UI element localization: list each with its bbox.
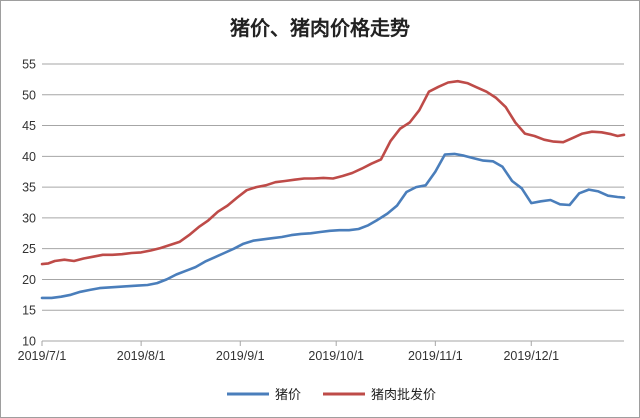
- y-tick-label: 10: [22, 335, 36, 349]
- legend: 猪价 猪肉批发价: [227, 387, 436, 403]
- legend-label-2: 猪肉批发价: [371, 387, 436, 403]
- y-tick-label: 20: [22, 273, 36, 287]
- series-layer: [40, 79, 626, 300]
- y-tick-label: 35: [22, 181, 36, 195]
- x-tick-label: 2019/12/1: [503, 349, 559, 363]
- y-tick-label: 40: [22, 150, 36, 164]
- y-tick-label: 45: [22, 119, 36, 133]
- series-line-1: [40, 152, 626, 300]
- chart-title: 猪价、猪肉价格走势: [230, 16, 410, 40]
- x-tick-label: 2019/11/1: [408, 349, 463, 363]
- legend-label-1: 猪价: [275, 388, 301, 403]
- series-line-2: [40, 79, 626, 266]
- y-axis: 10 15 20 25 30 35 40 45 50 55: [22, 58, 36, 349]
- x-tick-label: 2019/8/1: [117, 349, 166, 363]
- gridlines: [42, 63, 624, 342]
- x-axis: 2019/7/1 2019/8/1 2019/9/1 2019/10/1 2019/11…: [18, 341, 559, 363]
- x-tick-label: 2019/10/1: [308, 349, 364, 363]
- y-tick-label: 25: [22, 242, 36, 256]
- y-tick-label: 15: [22, 304, 36, 318]
- x-tick-label: 2019/7/1: [18, 349, 67, 363]
- y-tick-label: 30: [22, 211, 36, 225]
- y-tick-label: 50: [22, 88, 36, 102]
- y-tick-label: 55: [22, 58, 36, 72]
- x-tick-label: 2019/9/1: [216, 349, 265, 363]
